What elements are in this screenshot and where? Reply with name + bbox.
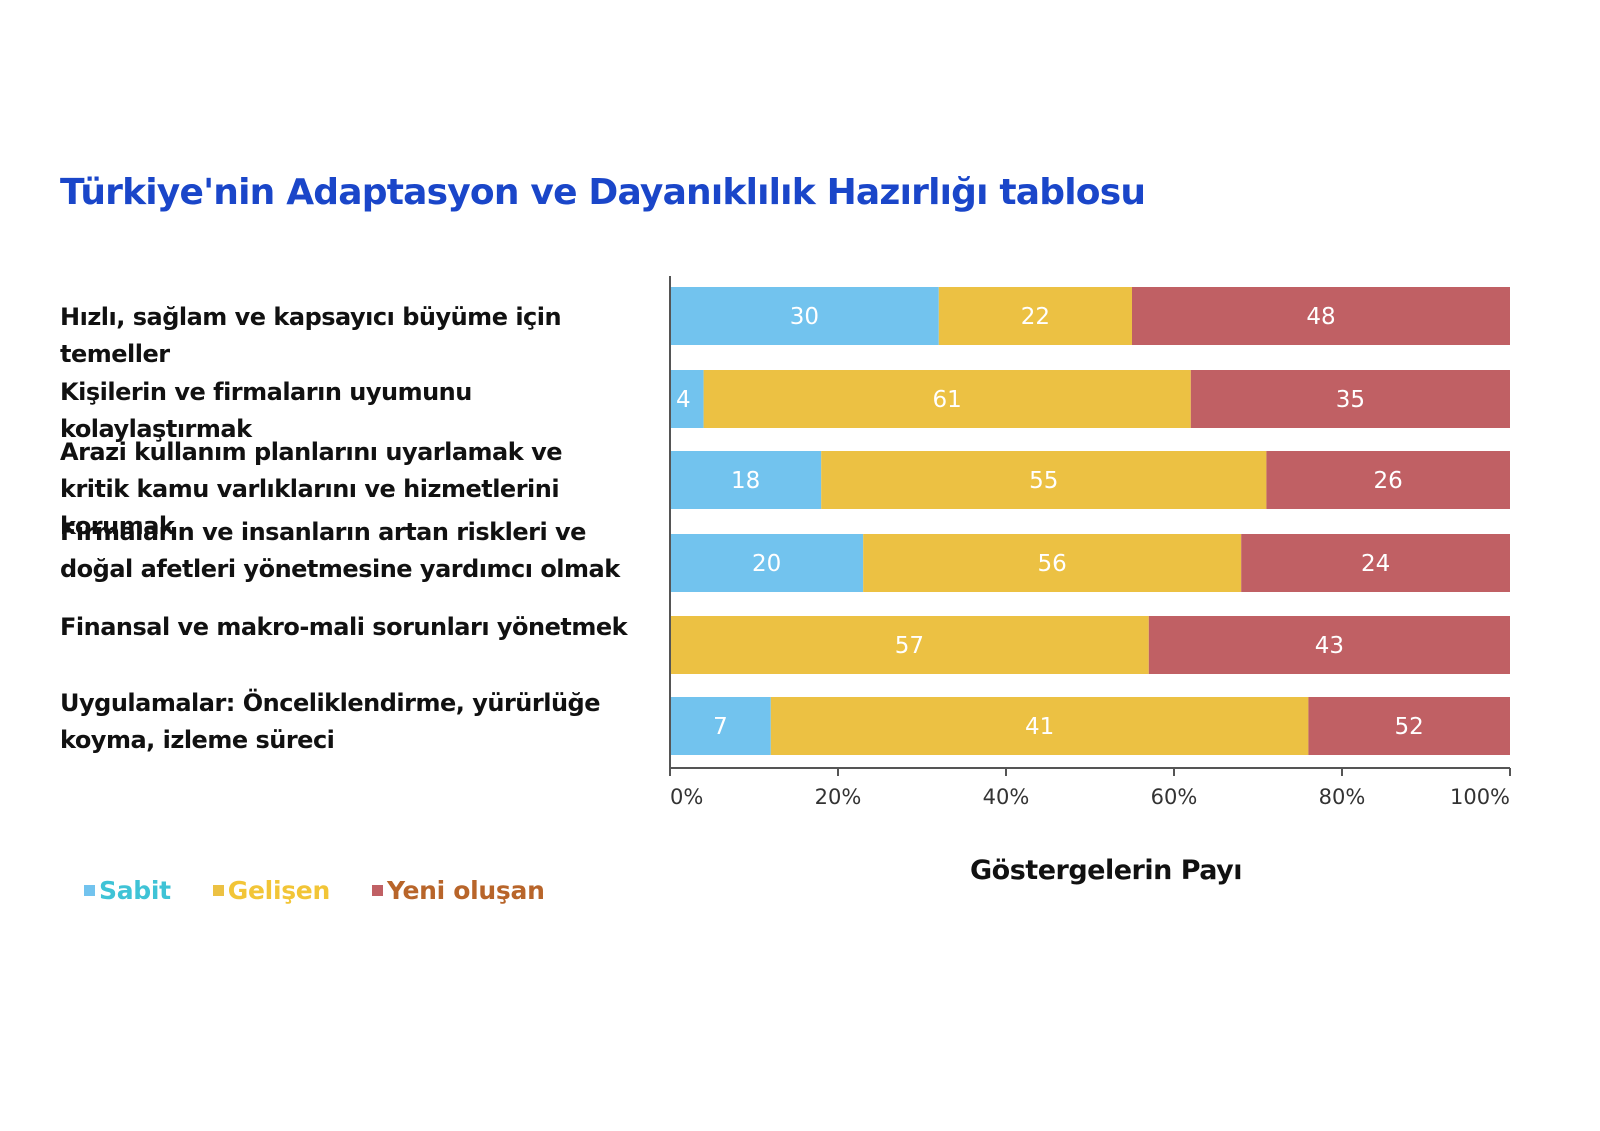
bar-2-gelişen	[703, 370, 1191, 428]
data-label-3-yeni-oluşan: 26	[1374, 468, 1403, 494]
legend-item-sabit: Sabit	[84, 876, 171, 905]
bar-4-sabit	[670, 534, 864, 592]
category-label-3: Arazi kullanım planlarını uyarlamak ve k…	[60, 438, 563, 540]
category-label-6: Uygulamalar: Önceliklendirme, yürürlüğe …	[60, 689, 601, 754]
category-label-5: Finansal ve makro-mali sorunları yönetme…	[60, 613, 628, 641]
data-label-6-gelişen: 41	[1025, 714, 1054, 740]
data-label-3-sabit: 18	[731, 468, 760, 494]
bar-5-yeni-oluşan	[1148, 616, 1510, 674]
data-label-4-sabit: 20	[752, 551, 781, 577]
data-label-1-sabit: 30	[790, 304, 819, 330]
bar-4-yeni-oluşan	[1241, 534, 1510, 592]
data-label-4-yeni-oluşan: 24	[1361, 551, 1390, 577]
category-label-4: Firmaların ve insanların artan riskleri …	[60, 518, 620, 583]
bar-1-gelişen	[938, 287, 1132, 345]
bar-3-gelişen	[821, 451, 1267, 509]
bar-2-yeni-oluşan	[1190, 370, 1510, 428]
x-tick-label-4: 80%	[1319, 785, 1366, 809]
bar-4-gelişen	[863, 534, 1242, 592]
x-tick-label-2: 40%	[983, 785, 1030, 809]
data-label-6-sabit: 7	[713, 714, 728, 740]
data-label-2-sabit: 4	[676, 387, 691, 413]
legend-swatch-gelisen	[212, 885, 224, 896]
bar-1-sabit	[670, 287, 939, 345]
category-label-1: Hızlı, sağlam ve kapsayıcı büyüme için t…	[60, 303, 562, 368]
data-label-5-yeni-oluşan: 43	[1315, 633, 1344, 659]
data-label-5-gelişen: 57	[895, 633, 924, 659]
data-label-2-yeni-oluşan: 35	[1336, 387, 1365, 413]
chart-title: Türkiye'nin Adaptasyon ve Dayanıklılık H…	[60, 172, 1146, 213]
x-tick-label-5: 100%	[1450, 785, 1510, 809]
bar-3-yeni-oluşan	[1266, 451, 1510, 509]
data-label-4-gelişen: 56	[1038, 551, 1067, 577]
bar-6-sabit	[670, 697, 771, 755]
legend-label-sabit: Sabit	[99, 876, 171, 905]
legend-item-gelisen: Gelişen	[212, 876, 330, 905]
bar-1-yeni-oluşan	[1132, 287, 1510, 345]
bar-3-sabit	[670, 451, 822, 509]
legend-label-gelisen: Gelişen	[227, 876, 330, 905]
bar-2-sabit	[670, 370, 704, 428]
legend: Sabit Gelişen Yeni oluşan	[84, 876, 587, 905]
x-tick-label-0: 0%	[670, 785, 703, 809]
bar-6-yeni-oluşan	[1308, 697, 1510, 755]
legend-label-yeni-olusan: Yeni oluşan	[386, 876, 545, 905]
legend-swatch-yeni-olusan	[371, 885, 383, 896]
legend-item-yeni-olusan: Yeni oluşan	[371, 876, 545, 905]
x-tick-label-1: 20%	[815, 785, 862, 809]
data-label-1-gelişen: 22	[1021, 304, 1050, 330]
bar-6-gelişen	[770, 697, 1309, 755]
x-axis-title: Göstergelerin Payı	[970, 855, 1243, 886]
x-tick-label-3: 60%	[1151, 785, 1198, 809]
data-label-2-gelişen: 61	[933, 387, 962, 413]
bar-5-gelişen	[670, 616, 1149, 674]
category-label-2: Kişilerin ve firmaların uyumunu kolaylaş…	[60, 378, 472, 443]
legend-swatch-sabit	[84, 885, 95, 896]
data-label-1-yeni-oluşan: 48	[1306, 304, 1335, 330]
data-label-3-gelişen: 55	[1029, 468, 1058, 494]
data-label-6-yeni-oluşan: 52	[1395, 714, 1424, 740]
